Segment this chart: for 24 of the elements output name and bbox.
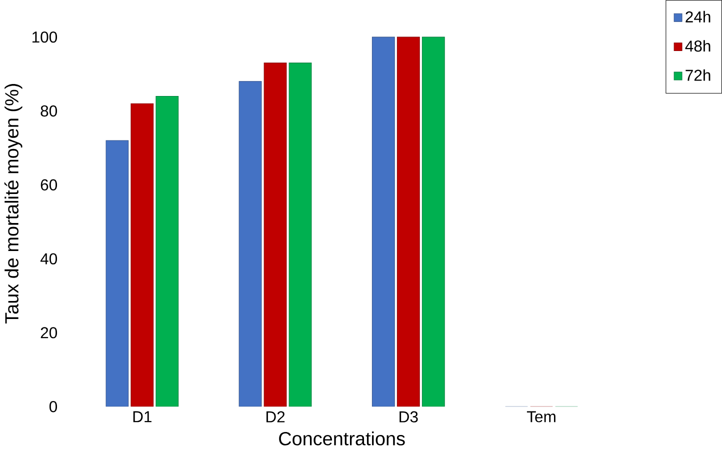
y-axis-title: Taux de mortalité moyen (%)	[4, 84, 22, 324]
bar	[106, 140, 129, 407]
x-tick-label: D3	[400, 411, 418, 423]
x-tick-label: D1	[133, 411, 152, 422]
bar	[238, 81, 262, 407]
bar	[422, 36, 445, 407]
bar	[156, 96, 179, 407]
x-tick-label: Tem	[526, 411, 556, 422]
y-tick-label: 40	[40, 253, 58, 264]
bar	[130, 103, 154, 407]
bar	[372, 36, 395, 407]
y-tick-label: 0	[49, 401, 58, 412]
bar	[396, 36, 420, 407]
y-tick-label: 100	[32, 32, 58, 43]
y-tick-label: 60	[40, 179, 58, 191]
legend-label: 72h	[686, 69, 710, 81]
legend-label: 48h	[685, 40, 710, 52]
y-tick-label: 20	[40, 327, 58, 338]
y-tick-label: 80	[40, 106, 58, 117]
x-tick-label: D2	[266, 411, 285, 422]
legend-label: 24h	[686, 11, 710, 22]
bar	[288, 62, 312, 407]
x-axis-title: Concentrations	[279, 432, 405, 446]
bar	[264, 62, 287, 407]
